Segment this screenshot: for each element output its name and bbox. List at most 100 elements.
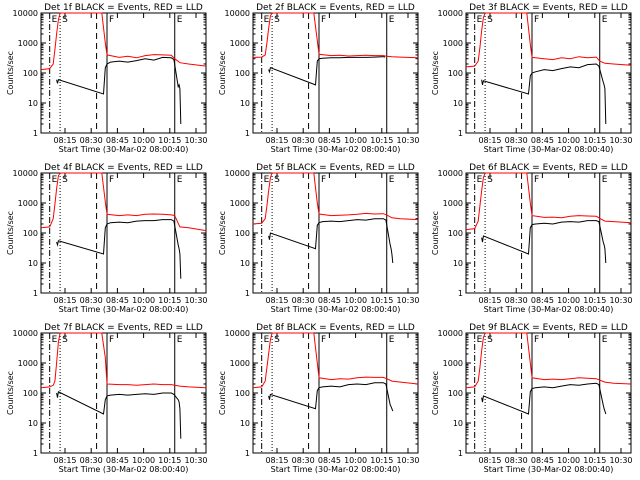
x-tick-label: 10:00: [344, 136, 367, 145]
panel-det-3: Det 3f BLACK = Events, RED = LLD 1 10 100 10…: [431, 3, 633, 154]
y-tick-label: 1: [458, 289, 463, 298]
x-tick-label: 08:30: [80, 296, 103, 305]
y-tick-label: 10: [28, 419, 38, 428]
y-tick-label: 1: [245, 449, 250, 458]
event-marker-label: E: [602, 15, 608, 25]
event-marker-label: E: [389, 335, 395, 345]
x-tick-label: 08:30: [505, 136, 528, 145]
x-tick-label: 08:45: [531, 456, 554, 465]
plot-frame: [40, 12, 207, 134]
event-marker-label: F: [109, 335, 114, 345]
y-axis-label: Counts/sec: [431, 211, 440, 255]
x-tick-label: 10:00: [344, 456, 367, 465]
event-marker-label: S: [274, 15, 280, 25]
x-tick-label: 10:30: [609, 296, 632, 305]
y-tick-label: 10: [240, 259, 250, 268]
event-marker-label: E: [177, 15, 183, 25]
event-marker-label: F: [534, 335, 539, 345]
x-tick-label: 10:30: [396, 136, 419, 145]
y-tick-label: 100: [448, 69, 463, 78]
event-marker-label: S: [487, 335, 493, 345]
x-tick-label: 08:15: [53, 456, 76, 465]
x-tick-label: 08:30: [80, 136, 103, 145]
y-axis-label: Counts/sec: [431, 51, 440, 95]
x-tick-label: 10:15: [370, 136, 393, 145]
series-line-events: [481, 382, 607, 415]
y-axis-label: Counts/sec: [6, 51, 15, 95]
x-tick-label: 10:00: [344, 296, 367, 305]
x-tick-label: 10:15: [158, 296, 181, 305]
y-tick-label: 10000: [13, 9, 38, 18]
x-tick-label: 08:15: [478, 456, 501, 465]
x-tick-label: 10:00: [557, 296, 580, 305]
plot-frame: [465, 172, 632, 294]
series-line-lld: [252, 12, 419, 59]
x-tick-label: 08:15: [478, 136, 501, 145]
y-tick-label: 1: [245, 129, 250, 138]
x-axis-label: Start Time (30-Mar-02 08:00:40): [484, 465, 614, 474]
event-marker-label: F: [534, 15, 539, 25]
panel-title: Det 3f BLACK = Events, RED = LLD: [469, 3, 628, 13]
y-tick-label: 10000: [225, 329, 250, 338]
x-tick-label: 08:45: [106, 296, 129, 305]
x-tick-label: 10:15: [158, 136, 181, 145]
series-line-lld: [465, 172, 632, 231]
y-tick-label: 10000: [438, 9, 463, 18]
y-axis-label: Counts/sec: [431, 371, 440, 415]
plot-frame: [40, 332, 207, 454]
y-tick-label: 10000: [438, 329, 463, 338]
event-marker-label: E: [602, 175, 608, 185]
event-marker-label: S: [487, 175, 493, 185]
series-line-events: [56, 219, 182, 279]
y-tick-label: 10: [240, 99, 250, 108]
x-tick-label: 10:00: [132, 456, 155, 465]
y-tick-label: 10000: [438, 169, 463, 178]
y-axis-label: Counts/sec: [6, 211, 15, 255]
y-tick-label: 10000: [225, 9, 250, 18]
y-axis-label: Counts/sec: [218, 211, 227, 255]
panel-det-5: Det 5f BLACK = Events, RED = LLD 1 10 100 10…: [218, 163, 420, 314]
event-marker-label: E: [264, 335, 270, 345]
y-tick-label: 100: [448, 229, 463, 238]
panel-title: Det 1f BLACK = Events, RED = LLD: [44, 3, 203, 13]
y-tick-label: 1: [458, 129, 463, 138]
event-marker-label: S: [487, 15, 493, 25]
event-marker-label: F: [109, 175, 114, 185]
event-marker-label: E: [389, 15, 395, 25]
x-tick-label: 10:00: [132, 136, 155, 145]
event-marker-label: E: [52, 335, 58, 345]
y-tick-label: 1000: [18, 39, 38, 48]
x-tick-label: 08:45: [318, 296, 341, 305]
event-marker-label: E: [477, 15, 483, 25]
x-tick-label: 08:45: [531, 296, 554, 305]
event-marker-label: S: [62, 175, 68, 185]
x-tick-label: 10:30: [609, 456, 632, 465]
y-tick-label: 100: [235, 69, 250, 78]
panel-det-2: Det 2f BLACK = Events, RED = LLD 1 10 100 10…: [218, 3, 420, 154]
y-tick-label: 10: [453, 259, 463, 268]
series-line-events: [268, 218, 394, 264]
y-tick-label: 100: [235, 389, 250, 398]
series-line-lld: [40, 172, 207, 232]
panel-det-9: Det 9f BLACK = Events, RED = LLD 1 10 100 10…: [431, 323, 633, 474]
x-axis-label: Start Time (30-Mar-02 08:00:40): [59, 145, 189, 154]
x-axis-label: Start Time (30-Mar-02 08:00:40): [484, 305, 614, 314]
x-tick-label: 08:15: [478, 296, 501, 305]
event-marker-label: E: [52, 15, 58, 25]
panel-title: Det 8f BLACK = Events, RED = LLD: [256, 323, 415, 333]
series-line-events: [481, 220, 607, 264]
x-tick-label: 08:45: [318, 456, 341, 465]
x-tick-label: 10:15: [583, 136, 606, 145]
panel-det-6: Det 6f BLACK = Events, RED = LLD 1 10 100 10…: [431, 163, 633, 314]
panel-det-8: Det 8f BLACK = Events, RED = LLD 1 10 100 10…: [218, 323, 420, 474]
event-marker-label: E: [177, 335, 183, 345]
event-marker-label: F: [321, 175, 326, 185]
event-marker-label: F: [321, 335, 326, 345]
y-tick-label: 10: [240, 419, 250, 428]
series-line-events: [56, 56, 182, 125]
event-marker-label: E: [177, 175, 183, 185]
x-tick-label: 10:15: [583, 296, 606, 305]
panel-title: Det 7f BLACK = Events, RED = LLD: [44, 323, 203, 333]
y-tick-label: 10: [453, 419, 463, 428]
